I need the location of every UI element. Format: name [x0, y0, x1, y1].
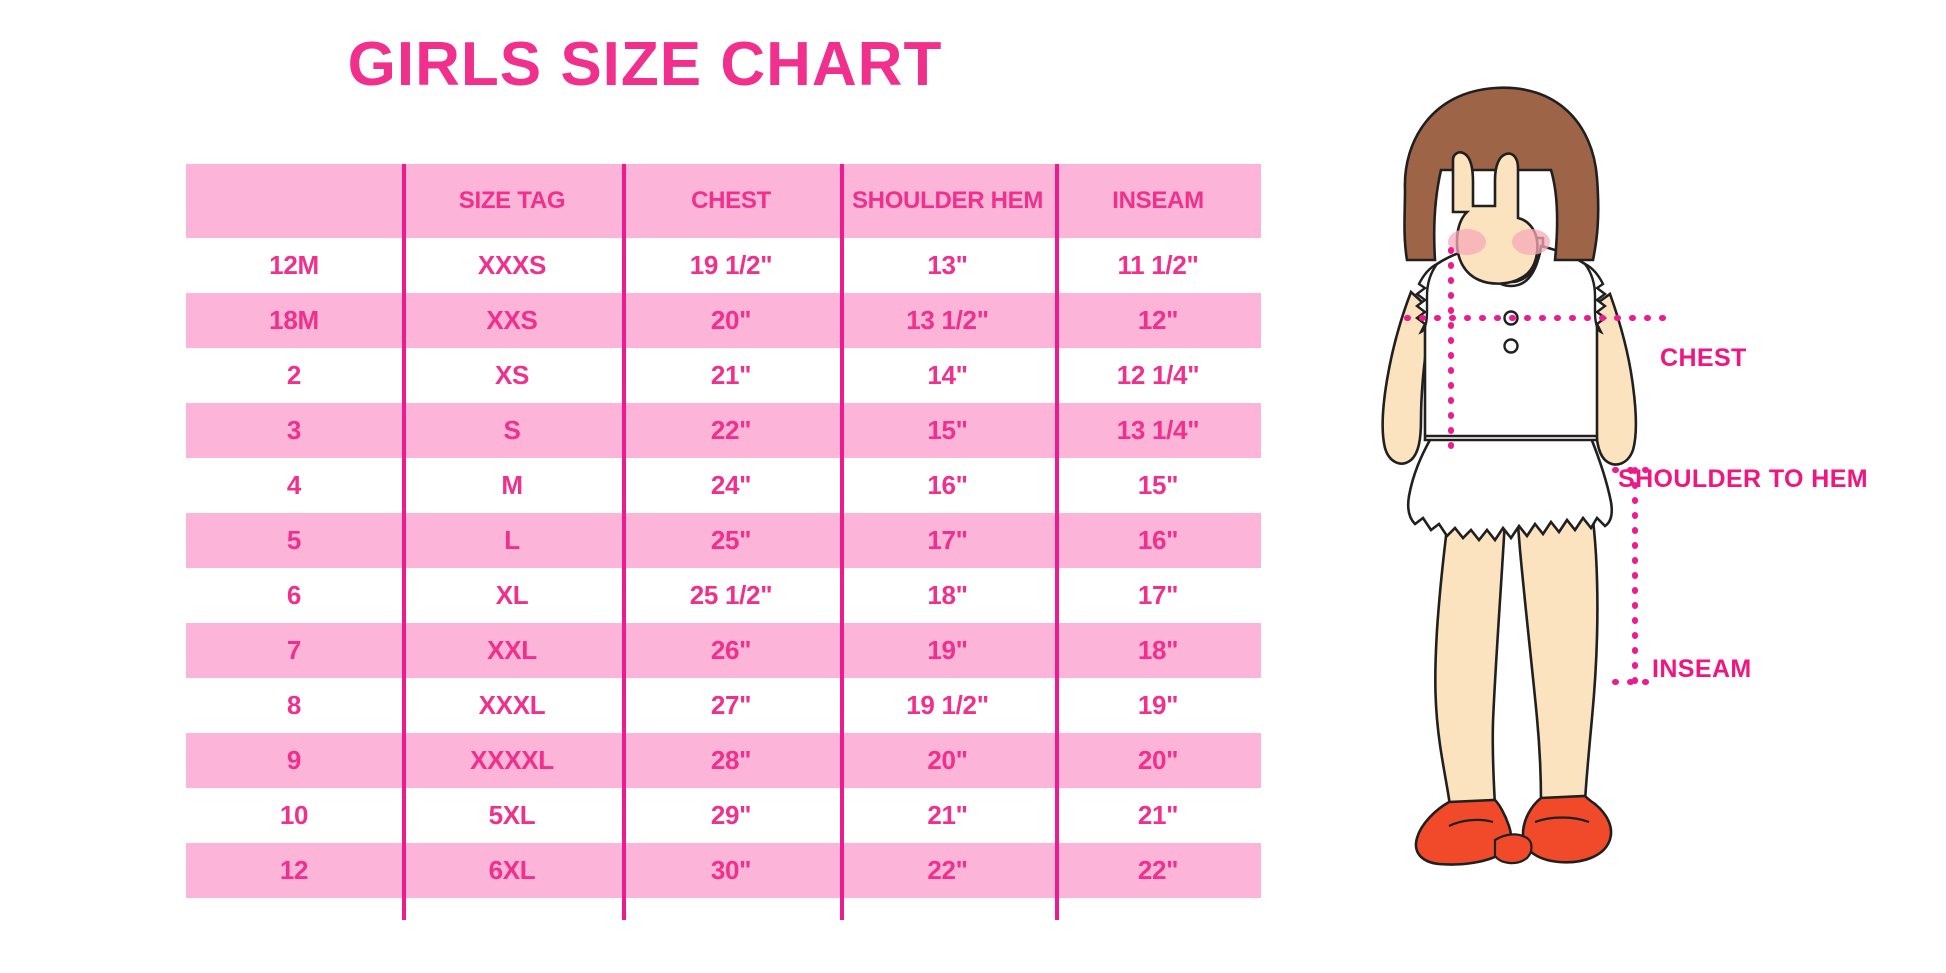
cell-inseam: 15": [1055, 458, 1261, 513]
size-chart-table: SIZE TAG CHEST SHOULDER HEM INSEAM 12M X…: [186, 164, 1261, 898]
cell-size: 2: [186, 348, 402, 403]
table-body: 12M XXXS 19 1/2" 13" 11 1/2" 18M XXS 20"…: [186, 238, 1261, 898]
table-row: 10 5XL 29" 21" 21": [186, 788, 1261, 843]
cell-chest: 21": [622, 348, 840, 403]
table-row: 7 XXL 26" 19" 18": [186, 623, 1261, 678]
page-title: GIRLS SIZE CHART: [347, 30, 943, 99]
column-header-inseam: INSEAM: [1055, 164, 1261, 238]
cell-inseam: 20": [1055, 733, 1261, 788]
cell-size-tag: S: [402, 403, 622, 458]
cell-chest: 30": [622, 843, 840, 898]
column-divider-2: [622, 164, 626, 920]
cell-chest: 25": [622, 513, 840, 568]
cell-size: 4: [186, 458, 402, 513]
table-row: 18M XXS 20" 13 1/2" 12": [186, 293, 1261, 348]
cell-inseam: 21": [1055, 788, 1261, 843]
column-divider-3: [840, 164, 844, 920]
cell-size: 5: [186, 513, 402, 568]
cell-size-tag: XS: [402, 348, 622, 403]
cell-shoulder-hem: 15": [840, 403, 1055, 458]
cell-size: 3: [186, 403, 402, 458]
column-header-size-tag: SIZE TAG: [402, 164, 622, 238]
size-chart-table-container: SIZE TAG CHEST SHOULDER HEM INSEAM 12M X…: [186, 164, 1261, 920]
cell-shoulder-hem: 21": [840, 788, 1055, 843]
table-header: SIZE TAG CHEST SHOULDER HEM INSEAM: [186, 164, 1261, 238]
cell-inseam: 17": [1055, 568, 1261, 623]
cell-chest: 26": [622, 623, 840, 678]
cell-chest: 22": [622, 403, 840, 458]
cell-size: 9: [186, 733, 402, 788]
top-garment-shape: [1415, 244, 1607, 442]
table-row: 8 XXXL 27" 19 1/2" 19": [186, 678, 1261, 733]
cell-chest: 27": [622, 678, 840, 733]
cell-chest: 19 1/2": [622, 238, 840, 293]
cell-inseam: 18": [1055, 623, 1261, 678]
shoes-shape: [1414, 794, 1613, 866]
column-divider-1: [402, 164, 406, 920]
cell-inseam: 22": [1055, 843, 1261, 898]
cell-size-tag: XL: [402, 568, 622, 623]
cell-size-tag: 5XL: [402, 788, 622, 843]
cell-shoulder-hem: 19": [840, 623, 1055, 678]
callout-label-shoulder-to-hem: SHOULDER TO HEM: [1618, 465, 1868, 493]
callout-label-inseam: INSEAM: [1652, 655, 1752, 683]
cell-size: 6: [186, 568, 402, 623]
skirt-shape: [1406, 436, 1614, 543]
table-header-row: SIZE TAG CHEST SHOULDER HEM INSEAM: [186, 164, 1261, 238]
cell-inseam: 11 1/2": [1055, 238, 1261, 293]
table-row: 5 L 25" 17" 16": [186, 513, 1261, 568]
cell-shoulder-hem: 19 1/2": [840, 678, 1055, 733]
head-shape: [1403, 86, 1600, 285]
cell-size: 7: [186, 623, 402, 678]
cell-inseam: 13 1/4": [1055, 403, 1261, 458]
cell-size-tag: M: [402, 458, 622, 513]
cell-size-tag: XXXXL: [402, 733, 622, 788]
cell-size: 18M: [186, 293, 402, 348]
cell-size-tag: 6XL: [402, 843, 622, 898]
cell-shoulder-hem: 16": [840, 458, 1055, 513]
cell-shoulder-hem: 20": [840, 733, 1055, 788]
column-header-shoulder-hem: SHOULDER HEM: [840, 164, 1055, 238]
table-row: 9 XXXXL 28" 20" 20": [186, 733, 1261, 788]
cell-shoulder-hem: 13 1/2": [840, 293, 1055, 348]
cell-chest: 20": [622, 293, 840, 348]
callout-label-chest: CHEST: [1660, 344, 1747, 372]
table-row: 12M XXXS 19 1/2" 13" 11 1/2": [186, 238, 1261, 293]
measurement-guides: [1404, 247, 1666, 685]
cell-chest: 25 1/2": [622, 568, 840, 623]
cell-size-tag: L: [402, 513, 622, 568]
cell-size-tag: XXXS: [402, 238, 622, 293]
cheek-blush: [1448, 229, 1486, 255]
girl-figure-illustration: [1345, 50, 1685, 880]
cell-size-tag: XXXL: [402, 678, 622, 733]
cell-chest: 24": [622, 458, 840, 513]
table-row: 2 XS 21" 14" 12 1/4": [186, 348, 1261, 403]
table-row: 6 XL 25 1/2" 18" 17": [186, 568, 1261, 623]
cell-shoulder-hem: 18": [840, 568, 1055, 623]
column-header-size: [186, 164, 402, 238]
cell-inseam: 16": [1055, 513, 1261, 568]
cell-size: 8: [186, 678, 402, 733]
cell-shoulder-hem: 17": [840, 513, 1055, 568]
cell-chest: 29": [622, 788, 840, 843]
cheek-blush: [1512, 229, 1550, 255]
cell-size: 10: [186, 788, 402, 843]
table-row: 4 M 24" 16" 15": [186, 458, 1261, 513]
cell-size: 12: [186, 843, 402, 898]
cell-chest: 28": [622, 733, 840, 788]
cell-size-tag: XXL: [402, 623, 622, 678]
cell-inseam: 12 1/4": [1055, 348, 1261, 403]
cell-size: 12M: [186, 238, 402, 293]
cell-shoulder-hem: 13": [840, 238, 1055, 293]
cell-size-tag: XXS: [402, 293, 622, 348]
cell-inseam: 12": [1055, 293, 1261, 348]
cell-inseam: 19": [1055, 678, 1261, 733]
table-row: 3 S 22" 15" 13 1/4": [186, 403, 1261, 458]
table-row: 12 6XL 30" 22" 22": [186, 843, 1261, 898]
button-icon: [1503, 338, 1519, 354]
column-header-chest: CHEST: [622, 164, 840, 238]
column-divider-4: [1055, 164, 1059, 920]
cell-shoulder-hem: 14": [840, 348, 1055, 403]
cell-shoulder-hem: 22": [840, 843, 1055, 898]
